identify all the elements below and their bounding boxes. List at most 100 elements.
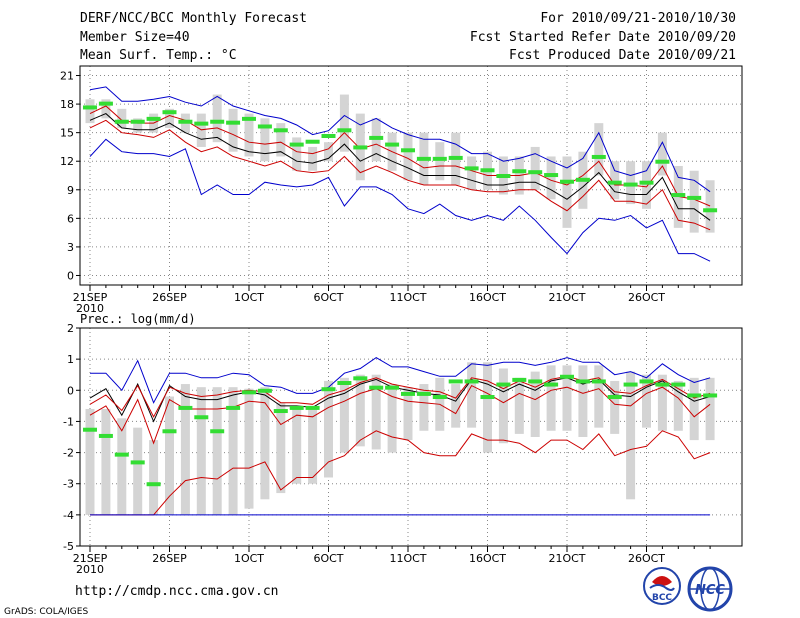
forecast-marker — [560, 374, 574, 379]
forecast-marker — [130, 460, 145, 465]
spread-box — [435, 142, 445, 181]
spread-box — [578, 365, 588, 437]
temperature-panel: 0 3 6 9 12 15 18 21 21SEP 26SEP 1OCT 6OCT 11OCT 16OCT… — [60, 65, 743, 315]
spread-box — [673, 380, 683, 431]
forecast-marker — [98, 433, 113, 438]
forecast-marker — [432, 395, 447, 400]
forecast-marker — [687, 195, 702, 200]
spread-box — [642, 161, 651, 209]
forecast-marker — [194, 415, 209, 420]
spread-box — [308, 405, 318, 484]
spread-box — [610, 161, 620, 200]
spread-box — [339, 94, 349, 152]
forecast-marker — [289, 405, 304, 410]
y-tick-label: 0 — [67, 269, 74, 282]
precip-panel-title: Prec.: log(mm/d) — [80, 312, 196, 326]
spread-box — [626, 371, 636, 500]
spread-box — [133, 427, 143, 515]
forecast-marker — [639, 180, 654, 185]
y-tick-label: 1 — [67, 353, 74, 366]
forecast-marker — [337, 128, 352, 133]
spread-box — [498, 368, 508, 444]
spread-box — [324, 380, 333, 478]
forecast-marker — [210, 119, 225, 124]
forecast-marker — [401, 148, 415, 153]
x-year-label: 2010 — [76, 302, 104, 315]
forecast-marker — [98, 101, 113, 106]
forecast-marker — [273, 128, 288, 133]
spread-box — [244, 388, 254, 509]
forecast-marker — [448, 379, 463, 384]
x-tick-label: 1OCT — [234, 291, 264, 304]
forecast-marker — [607, 180, 622, 185]
bcc-logo-text: BCC — [652, 593, 672, 603]
forecast-marker — [369, 135, 384, 140]
spread-box — [85, 99, 95, 124]
spread-box — [196, 387, 206, 515]
spread-box — [705, 180, 715, 233]
produced-date-label: Fcst Produced Date 2010/09/21 — [509, 48, 736, 63]
spread-box — [85, 408, 95, 515]
bcc-logo-wave — [649, 584, 675, 591]
forecast-marker — [353, 145, 368, 150]
plot-frame — [79, 327, 743, 547]
y-tick-label: 2 — [67, 322, 74, 335]
spread-box — [657, 374, 667, 431]
forecast-marker — [528, 379, 543, 384]
spread-box — [101, 99, 111, 119]
y-tick-label: 6 — [67, 212, 74, 225]
spread-box — [228, 108, 238, 152]
spread-box — [117, 108, 127, 128]
y-tick-label: -2 — [63, 447, 74, 460]
variable-label: Mean Surf. Temp.: °C — [80, 48, 237, 63]
x-tick-label: 26OCT — [628, 552, 665, 565]
forecast-marker — [544, 382, 559, 387]
spread-box — [324, 142, 333, 162]
spread-box — [260, 118, 270, 162]
spread-box — [339, 377, 349, 453]
series-min-line — [89, 138, 711, 262]
spread-box — [101, 408, 111, 515]
x-tick-label: 6OCT — [313, 552, 343, 565]
y-tick-label: 15 — [60, 127, 74, 140]
x-tick-label: 16OCT — [469, 291, 506, 304]
y-tick-label: 12 — [60, 155, 74, 168]
forecast-marker — [178, 405, 193, 410]
series-mean-line — [89, 377, 711, 423]
forecast-marker — [703, 208, 718, 213]
forecast-marker — [369, 385, 384, 390]
x-tick-label: 11OCT — [389, 291, 426, 304]
y-tick-label: 3 — [67, 241, 74, 254]
forecast-marker — [257, 124, 272, 129]
forecast-marker — [687, 393, 702, 398]
spread-box — [689, 377, 699, 441]
spread-box — [117, 418, 127, 515]
spread-box — [212, 387, 222, 515]
forecast-marker — [448, 155, 463, 160]
x-tick-label: 21SEP — [73, 291, 108, 304]
spread-box — [467, 362, 477, 428]
spread-box — [165, 108, 174, 128]
forecast-marker — [623, 182, 638, 187]
spread-box — [387, 384, 397, 453]
spread-box — [530, 371, 540, 437]
spread-box — [594, 123, 604, 176]
spread-box — [562, 156, 572, 228]
spread-box — [276, 123, 286, 157]
spread-box — [642, 374, 651, 428]
spread-box — [149, 440, 159, 515]
footer-credit: GrADS: COLA/IGES — [4, 607, 88, 617]
series-upper-line — [89, 105, 711, 207]
series-lower-line — [89, 119, 711, 231]
x-tick-label: 26SEP — [152, 552, 187, 565]
y-tick-label: 18 — [60, 98, 74, 111]
spread-box — [514, 377, 524, 434]
forecast-marker — [226, 120, 241, 125]
forecast-marker — [114, 119, 129, 124]
spread-box — [546, 156, 556, 200]
refer-date-label: Fcst Started Refer Date 2010/09/20 — [469, 30, 736, 45]
x-tick-label: 21SEP — [73, 552, 108, 565]
forecast-marker — [337, 381, 352, 385]
forecast-marker — [575, 177, 590, 182]
